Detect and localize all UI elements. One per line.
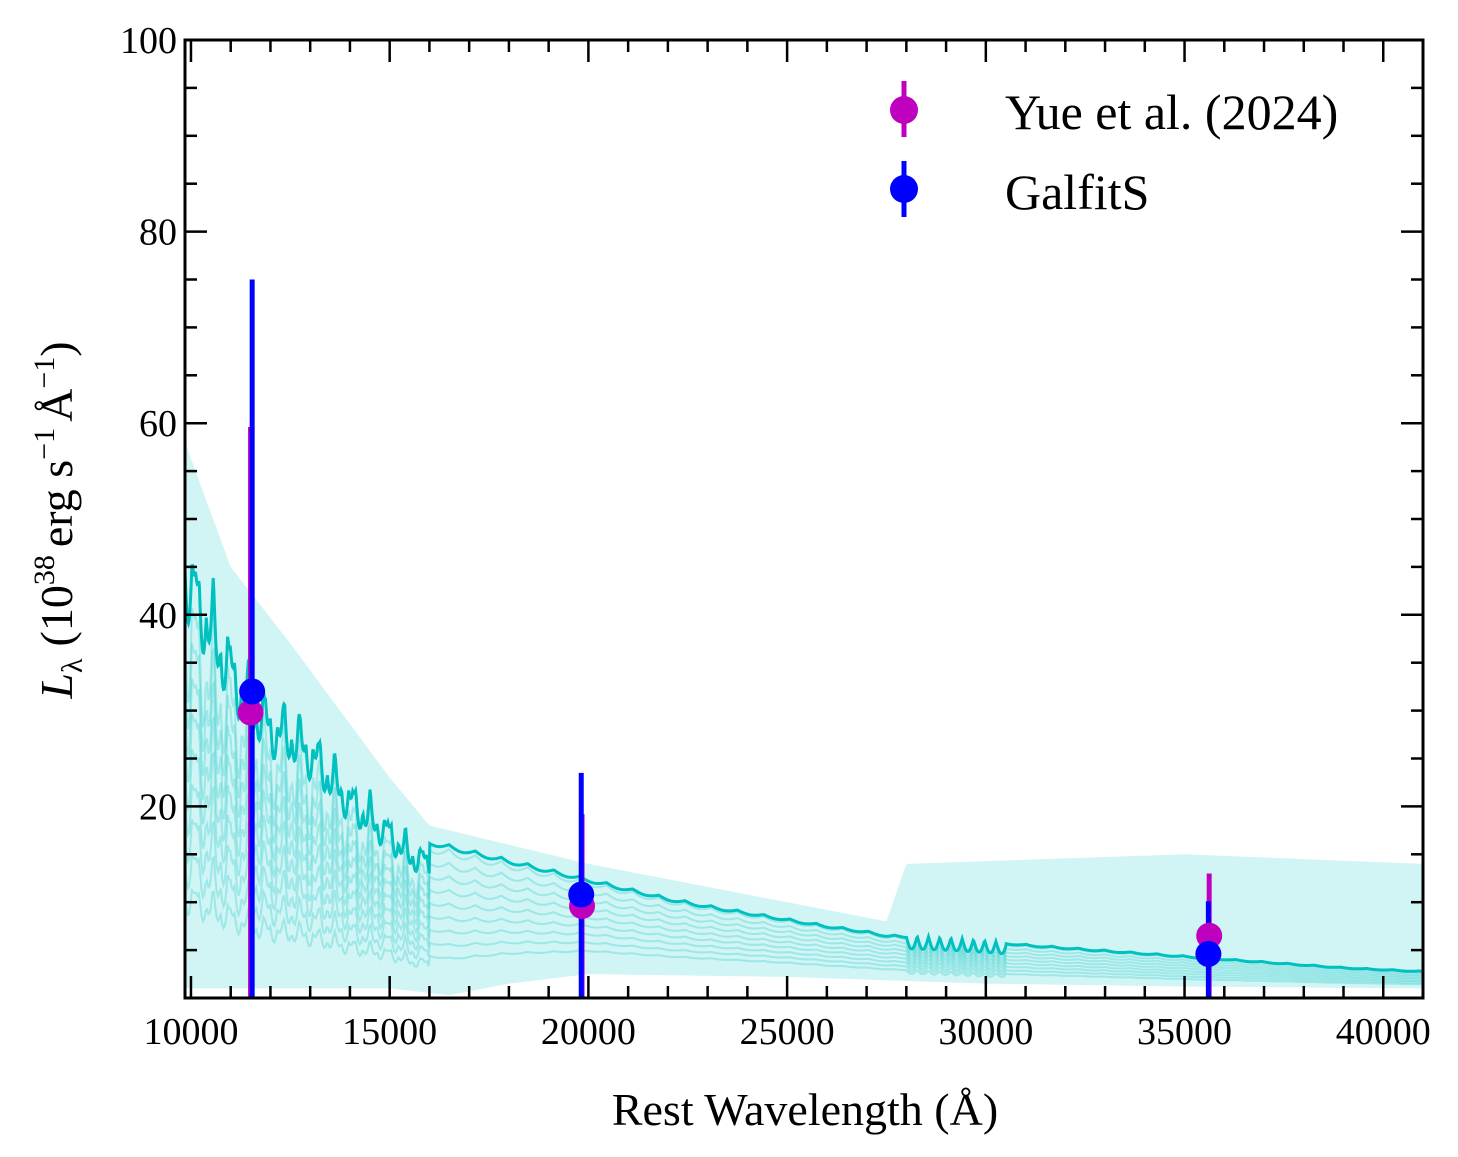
y-axis-title-exp2: −1 bbox=[28, 428, 61, 460]
x-axis-title: Rest Wavelength (Å) bbox=[612, 1084, 998, 1135]
legend: Yue et al. (2024) GalfitS bbox=[890, 81, 1338, 220]
legend-entry-yue: Yue et al. (2024) bbox=[890, 81, 1338, 140]
model-curve bbox=[185, 784, 1423, 981]
y-tick-label: 60 bbox=[139, 403, 177, 445]
legend-label-galfits: GalfitS bbox=[1005, 164, 1149, 220]
model-curve bbox=[185, 851, 1423, 984]
point-galfits-2 bbox=[1195, 940, 1222, 967]
y-tick-label: 100 bbox=[120, 20, 177, 62]
point-galfits-1 bbox=[568, 881, 595, 908]
point-galfits-0 bbox=[239, 678, 266, 705]
data-points bbox=[237, 678, 1223, 967]
x-tick-label: 35000 bbox=[1137, 1011, 1232, 1053]
y-tick-label: 80 bbox=[139, 212, 177, 254]
model-curve bbox=[185, 713, 1423, 978]
model-curve bbox=[185, 748, 1423, 980]
y-axis-title-exp1: 38 bbox=[28, 555, 61, 585]
model-spectra bbox=[185, 442, 1423, 996]
legend-entry-galfits: GalfitS bbox=[890, 161, 1149, 220]
y-axis-title-symbol: L bbox=[31, 673, 82, 700]
y-tick-label: 40 bbox=[139, 595, 177, 637]
model-curve bbox=[185, 678, 1423, 977]
y-axis-title-open: (10 bbox=[31, 585, 82, 646]
y-axis-title: Lλ(1038erg s−1Å−1) bbox=[28, 341, 89, 699]
point-yue-2 bbox=[1196, 922, 1223, 949]
tick-labels: 10000 15000 20000 25000 30000 35000 40000 20 40 6… bbox=[120, 20, 1431, 1053]
model-curve bbox=[185, 819, 1423, 983]
x-tick-label: 25000 bbox=[740, 1011, 835, 1053]
legend-label-yue: Yue et al. (2024) bbox=[1005, 84, 1338, 140]
y-axis-title-subscript: λ bbox=[56, 658, 89, 673]
x-tick-label: 40000 bbox=[1336, 1011, 1431, 1053]
point-yue-0 bbox=[237, 699, 264, 726]
legend-marker-yue bbox=[890, 96, 918, 124]
x-tick-label: 15000 bbox=[342, 1011, 437, 1053]
y-axis-title-exp3: −1 bbox=[28, 357, 61, 389]
x-tick-label: 10000 bbox=[143, 1011, 238, 1053]
y-axis-title-angstrom: Å bbox=[31, 389, 82, 422]
y-axis-title-close: ) bbox=[31, 341, 82, 356]
y-axis-title-units: erg s bbox=[31, 460, 82, 547]
axes bbox=[183, 38, 1425, 1000]
legend-marker-galfits bbox=[890, 175, 918, 203]
x-tick-label: 30000 bbox=[938, 1011, 1033, 1053]
model-curve bbox=[185, 887, 1423, 986]
model-band bbox=[185, 442, 1423, 996]
x-tick-label: 20000 bbox=[541, 1011, 636, 1053]
y-tick-label: 20 bbox=[139, 786, 177, 828]
